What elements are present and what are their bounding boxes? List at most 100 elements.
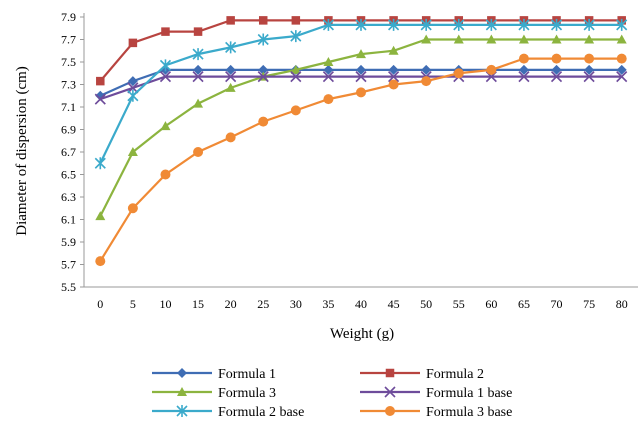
- data-point: [128, 38, 138, 48]
- legend-entry: Formula 3 base: [360, 405, 512, 420]
- data-point: [356, 64, 366, 75]
- data-point: [421, 64, 432, 75]
- data-point: [322, 71, 334, 83]
- series-formula-1-base: [94, 71, 628, 105]
- data-point: [420, 18, 432, 31]
- y-axis-ticks: 5.5 5.7 5.9 6.1 6.3 6.5 6.7 6.9 7.1 7.3 7.5 7.7 7.9: [61, 10, 84, 294]
- data-point: [160, 169, 171, 180]
- data-point: [226, 16, 235, 25]
- data-point: [453, 68, 464, 79]
- x-tick-label: 55: [453, 297, 465, 311]
- y-tick-label: 7.3: [61, 78, 76, 92]
- y-tick-label: 7.9: [61, 10, 76, 24]
- data-point: [356, 49, 366, 59]
- legend-entry: Formula 3: [152, 386, 276, 401]
- data-point: [616, 64, 627, 75]
- data-point: [192, 71, 204, 83]
- x-tick-label: 60: [485, 297, 497, 311]
- data-point: [193, 27, 203, 36]
- legend-marker: [384, 386, 396, 398]
- data-point: [421, 76, 432, 87]
- x-tick-label: 80: [616, 297, 628, 311]
- data-point: [161, 27, 170, 36]
- data-point: [225, 41, 237, 54]
- data-point: [94, 157, 106, 170]
- legend-label: Formula 3: [218, 386, 276, 401]
- legend-entry: Formula 1 base: [360, 386, 512, 401]
- legend-label: Formula 1: [218, 367, 276, 382]
- data-point: [453, 34, 464, 44]
- data-point: [584, 64, 595, 75]
- data-point: [616, 34, 627, 44]
- data-point: [518, 64, 529, 75]
- x-tick-label: 10: [159, 297, 171, 311]
- y-tick-label: 5.9: [61, 235, 76, 249]
- data-point: [192, 48, 204, 61]
- data-point: [257, 71, 269, 83]
- data-point: [388, 79, 399, 90]
- data-point: [257, 33, 269, 46]
- data-point: [388, 64, 399, 75]
- data-point: [551, 34, 562, 44]
- data-point: [421, 34, 432, 44]
- data-point: [356, 87, 366, 98]
- data-point: [290, 105, 301, 116]
- legend-label: Formula 3 base: [426, 405, 512, 420]
- legend-marker: [385, 368, 395, 378]
- data-point: [225, 82, 236, 92]
- data-point: [355, 71, 367, 83]
- data-point: [616, 71, 628, 83]
- legend-entry: Formula 2: [360, 367, 484, 382]
- data-point: [96, 76, 105, 86]
- x-tick-label: 35: [322, 297, 334, 311]
- x-tick-label: 30: [290, 297, 302, 311]
- data-point: [323, 94, 334, 105]
- y-tick-label: 6.9: [61, 123, 76, 137]
- x-tick-label: 0: [97, 297, 103, 311]
- x-tick-label: 15: [192, 297, 204, 311]
- y-tick-label: 6.7: [61, 145, 76, 159]
- data-point: [388, 18, 400, 31]
- data-point: [355, 18, 367, 31]
- data-point: [159, 59, 172, 72]
- data-point: [583, 18, 595, 31]
- data-point: [258, 64, 269, 75]
- data-point: [159, 71, 172, 83]
- legend-label: Formula 2: [426, 367, 484, 382]
- x-tick-label: 75: [583, 297, 595, 311]
- y-tick-label: 6.3: [61, 190, 76, 204]
- series-formula-2-base: [94, 18, 628, 170]
- x-tick-label: 25: [257, 297, 269, 311]
- data-point: [584, 53, 595, 64]
- legend-entry: Formula 1: [152, 367, 276, 382]
- data-point: [258, 116, 269, 127]
- data-point: [95, 211, 106, 221]
- x-tick-label: 40: [355, 297, 367, 311]
- data-point: [193, 147, 204, 157]
- data-point: [551, 53, 562, 64]
- x-tick-label: 50: [420, 297, 432, 311]
- data-point: [290, 71, 302, 83]
- data-point: [518, 71, 530, 83]
- x-tick-label: 65: [518, 297, 530, 311]
- data-point: [291, 16, 301, 25]
- data-point: [518, 18, 530, 31]
- y-tick-label: 6.1: [61, 213, 76, 227]
- x-axis-ticks: 0 5 10 15 20 25 30 35 40 45 50 55 60 65 70 75 80: [97, 297, 627, 311]
- legend-label: Formula 1 base: [426, 386, 512, 401]
- data-point: [225, 71, 237, 83]
- data-point: [485, 18, 497, 31]
- x-tick-label: 20: [225, 297, 237, 311]
- data-point: [616, 18, 628, 31]
- data-point: [160, 121, 171, 131]
- data-point: [258, 16, 268, 25]
- x-tick-label: 5: [130, 297, 136, 311]
- data-point: [127, 203, 138, 214]
- data-point: [127, 76, 138, 87]
- x-tick-label: 45: [388, 297, 400, 311]
- y-tick-label: 7.7: [61, 33, 76, 47]
- y-axis-title: Diameter of dispersion (cm): [14, 66, 30, 236]
- legend-label: Formula 2 base: [218, 405, 304, 420]
- series-formula-3-base: [95, 53, 627, 267]
